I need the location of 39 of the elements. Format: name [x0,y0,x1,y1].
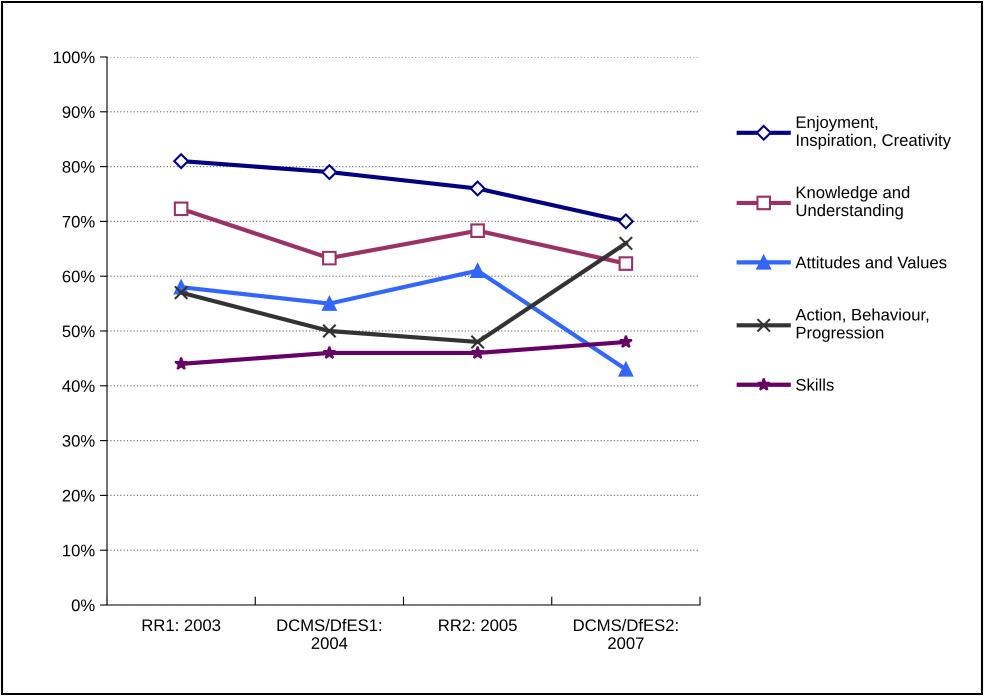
y-tick-label: 60% [62,270,95,282]
point [618,256,634,271]
y-tick-label: 70% [62,216,95,228]
y-tick-label: 0% [72,599,95,612]
point [470,334,485,350]
y-tick-label: 80% [62,161,95,173]
y-tick-label: 50% [62,325,95,338]
x-tick-label: RR2: 2005 [439,619,517,632]
point [321,164,338,180]
y-tick-label: 90% [62,106,95,118]
point [174,285,188,300]
x-tick-label: DCMS/DfES2: 2007 [574,618,678,650]
y-tick-label: 10% [63,544,95,556]
x-tick-label: DCMS/DfES1: 2004 [277,618,382,650]
y-tick-label: 30% [62,435,95,447]
y-tick-label: 100% [54,51,95,64]
point [618,213,634,230]
point [470,263,485,278]
point [470,346,485,360]
point [322,250,337,266]
point [322,296,337,311]
legend-label: Enjoyment, Inspiration, Creativity [796,116,951,150]
point [173,153,190,170]
y-tick-label: 40% [62,380,95,392]
legend-label: Knowledge and Understanding [796,186,910,220]
legend-label: Skills [796,378,834,391]
legend-label: Attitudes and Values [795,256,946,268]
point [322,324,337,338]
point [174,356,188,370]
point [322,346,336,360]
point [618,334,633,348]
x-tick-label: RR1: 2003 [142,619,220,632]
point [470,180,486,196]
legend-label: Action, Behaviour, Progression [795,308,928,342]
y-tick-label: 20% [62,490,95,502]
point [618,236,634,251]
point [618,362,634,377]
point [470,223,485,238]
point [174,202,188,216]
